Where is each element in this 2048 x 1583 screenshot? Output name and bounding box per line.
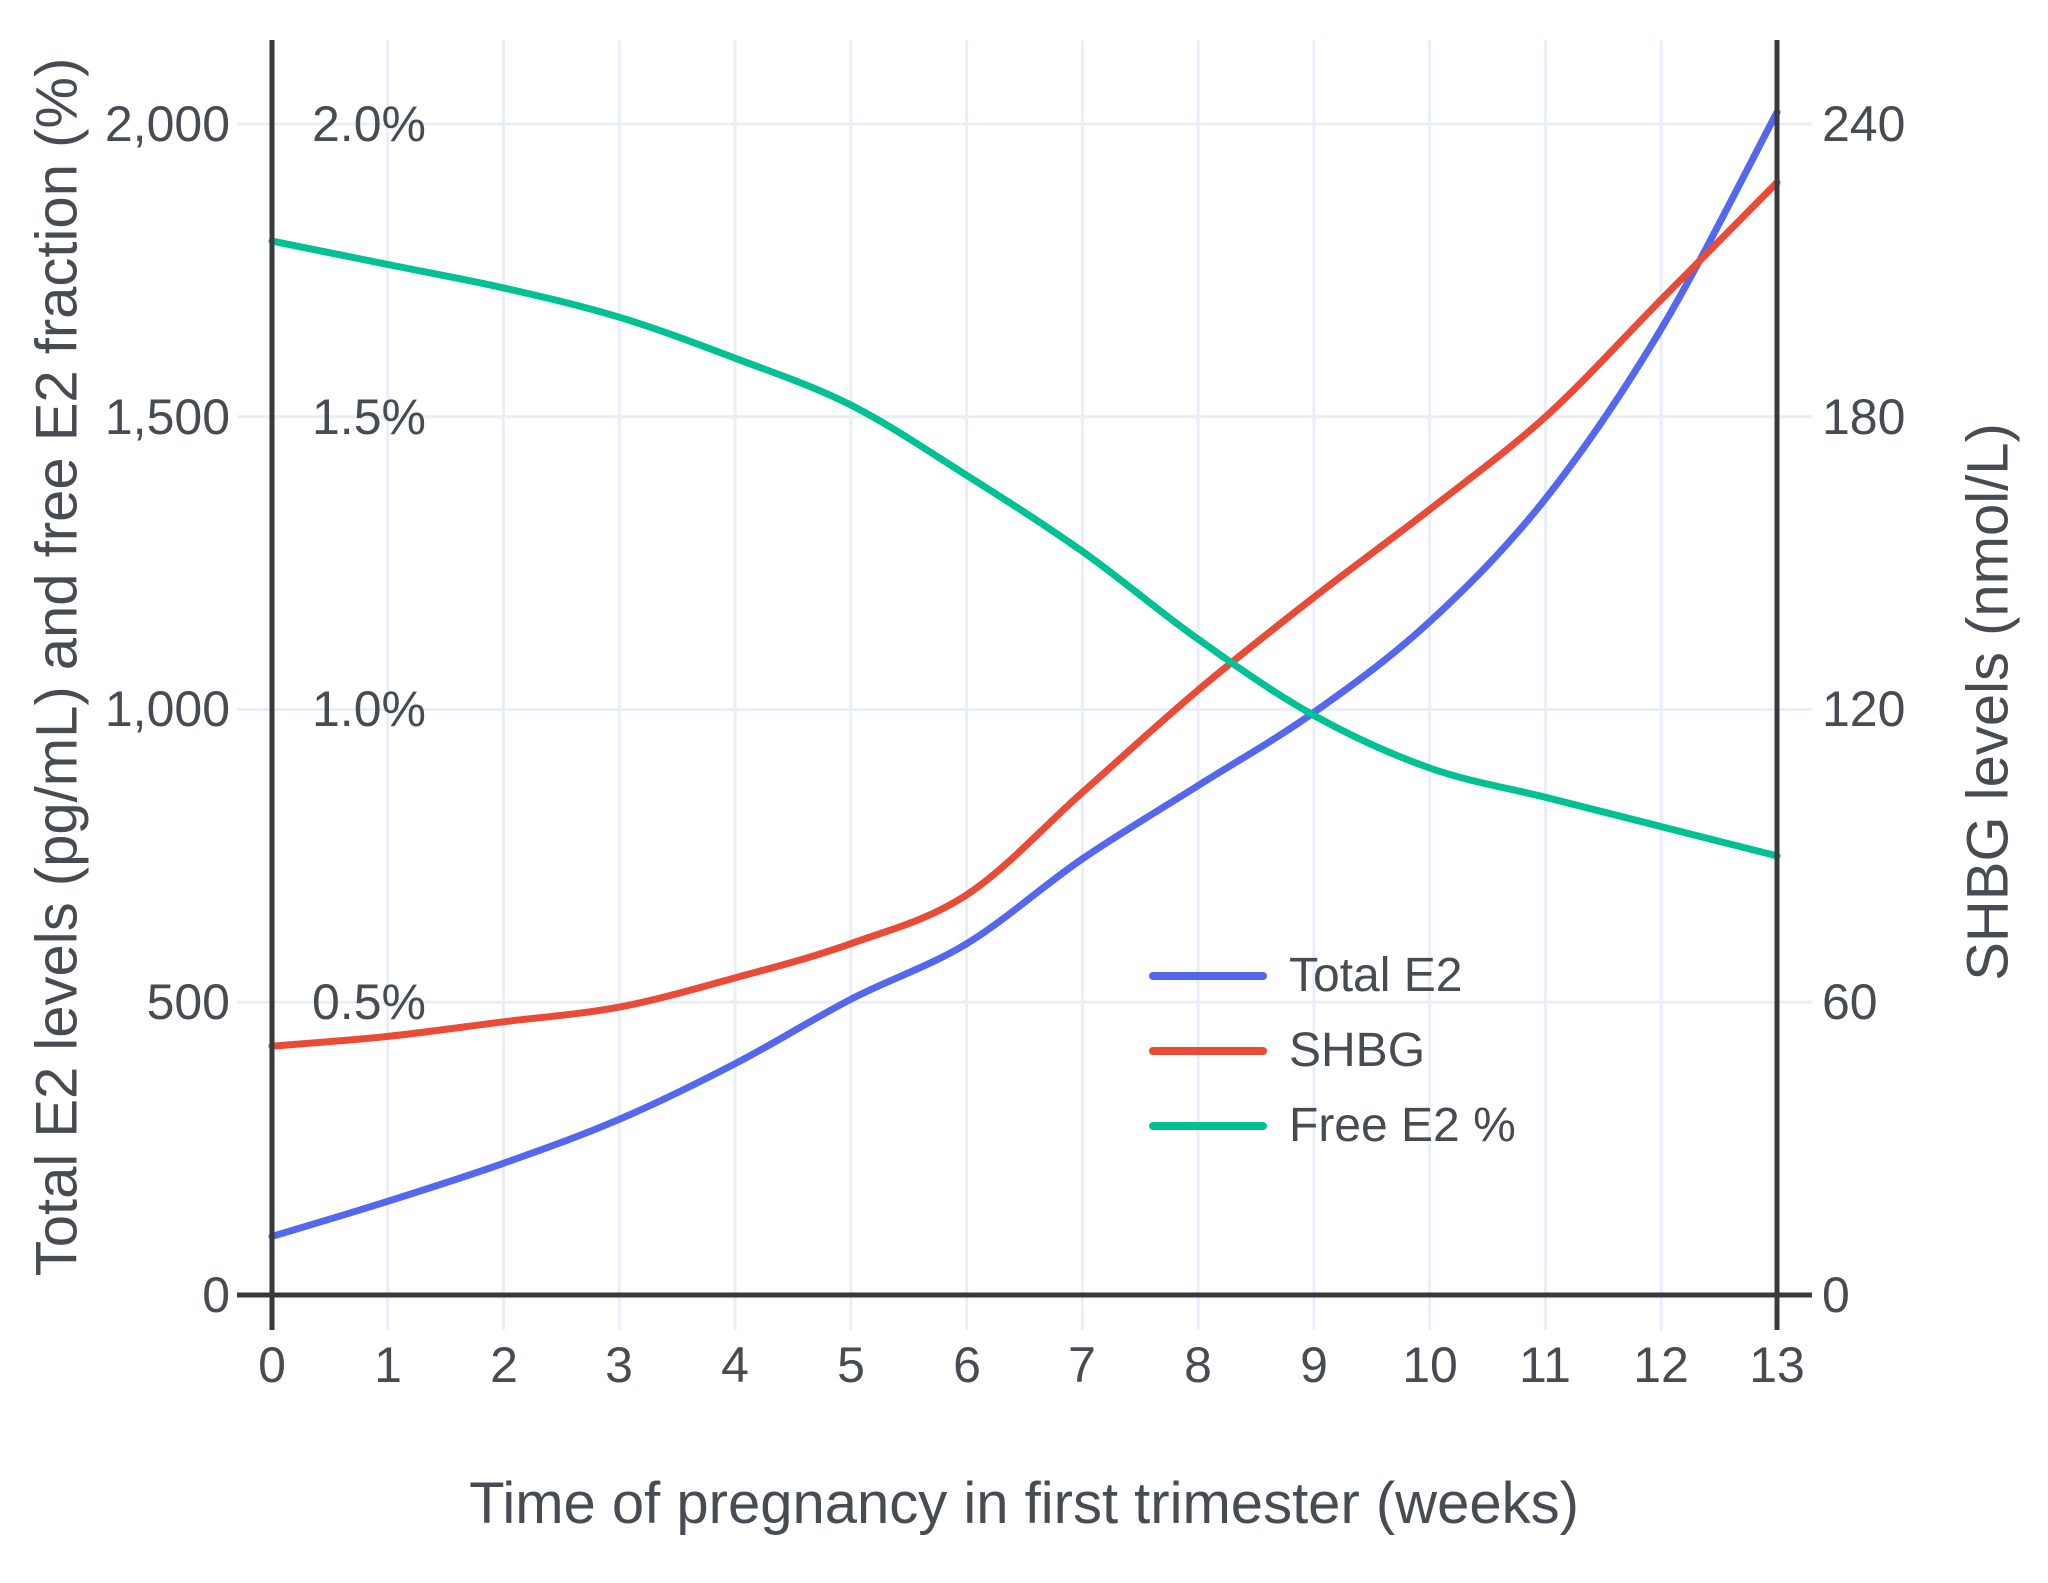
x-axis-tick-label: 7 xyxy=(1068,1337,1096,1393)
left-axis-tick-label: 0 xyxy=(202,1267,230,1323)
x-axis-tick-label: 12 xyxy=(1633,1337,1689,1393)
left-axis-tick-label: 1,500 xyxy=(104,389,230,445)
left-axis-tick-label: 1,000 xyxy=(104,681,230,737)
series-line-shbg xyxy=(268,179,1781,1050)
legend-swatch-shbg xyxy=(1149,1046,1267,1055)
y-axis-title-right: SHBG levels (nmol/L) xyxy=(1955,423,2021,981)
series-line-free-e2 xyxy=(268,237,1781,860)
y-axis-title-left: Total E2 levels (pg/mL) and free E2 frac… xyxy=(24,57,90,1277)
x-axis-tick-label: 6 xyxy=(953,1337,981,1393)
legend-label: SHBG xyxy=(1289,1024,1426,1077)
x-axis-tick-label: 8 xyxy=(1184,1337,1212,1393)
x-axis-tick-label: 0 xyxy=(258,1337,286,1393)
legend-label: Free E2 % xyxy=(1289,1099,1516,1152)
right-axis-tick-label: 60 xyxy=(1822,974,1878,1030)
left-axis-tick-label: 500 xyxy=(146,974,230,1030)
legend: Total E2 SHBG Free E2 % xyxy=(1149,938,1516,1163)
pct-tick-label: 2.0% xyxy=(312,96,426,152)
pct-tick-label: 1.0% xyxy=(312,681,426,737)
legend-swatch-free-e2-pct xyxy=(1149,1121,1267,1130)
series-line-total-e2 xyxy=(268,108,1781,1240)
legend-item-free-e2-pct[interactable]: Free E2 % xyxy=(1149,1088,1516,1163)
left-axis-tick-label: 2,000 xyxy=(104,96,230,152)
pct-tick-label: 0.5% xyxy=(312,974,426,1030)
right-axis-tick-label: 240 xyxy=(1822,96,1906,152)
x-axis-tick-label: 2 xyxy=(490,1337,518,1393)
right-axis-tick-label: 0 xyxy=(1822,1267,1850,1323)
legend-item-shbg[interactable]: SHBG xyxy=(1149,1013,1516,1088)
x-axis-title: Time of pregnancy in first trimester (we… xyxy=(469,1471,1579,1536)
x-axis-tick-label: 11 xyxy=(1519,1337,1571,1393)
legend-item-total-e2[interactable]: Total E2 xyxy=(1149,938,1516,1013)
x-axis-tick-label: 1 xyxy=(374,1337,402,1393)
right-axis-tick-label: 120 xyxy=(1822,681,1906,737)
legend-swatch-total-e2 xyxy=(1149,971,1267,980)
x-axis-tick-label: 13 xyxy=(1749,1337,1805,1393)
x-axis-tick-label: 5 xyxy=(837,1337,865,1393)
pct-tick-label: 1.5% xyxy=(312,389,426,445)
right-axis-tick-label: 180 xyxy=(1822,389,1906,445)
legend-label: Total E2 xyxy=(1289,949,1463,1002)
x-axis-tick-label: 3 xyxy=(605,1337,633,1393)
x-axis-tick-label: 4 xyxy=(721,1337,749,1393)
x-axis-tick-label: 10 xyxy=(1402,1337,1458,1393)
x-axis-tick-label: 9 xyxy=(1300,1337,1328,1393)
